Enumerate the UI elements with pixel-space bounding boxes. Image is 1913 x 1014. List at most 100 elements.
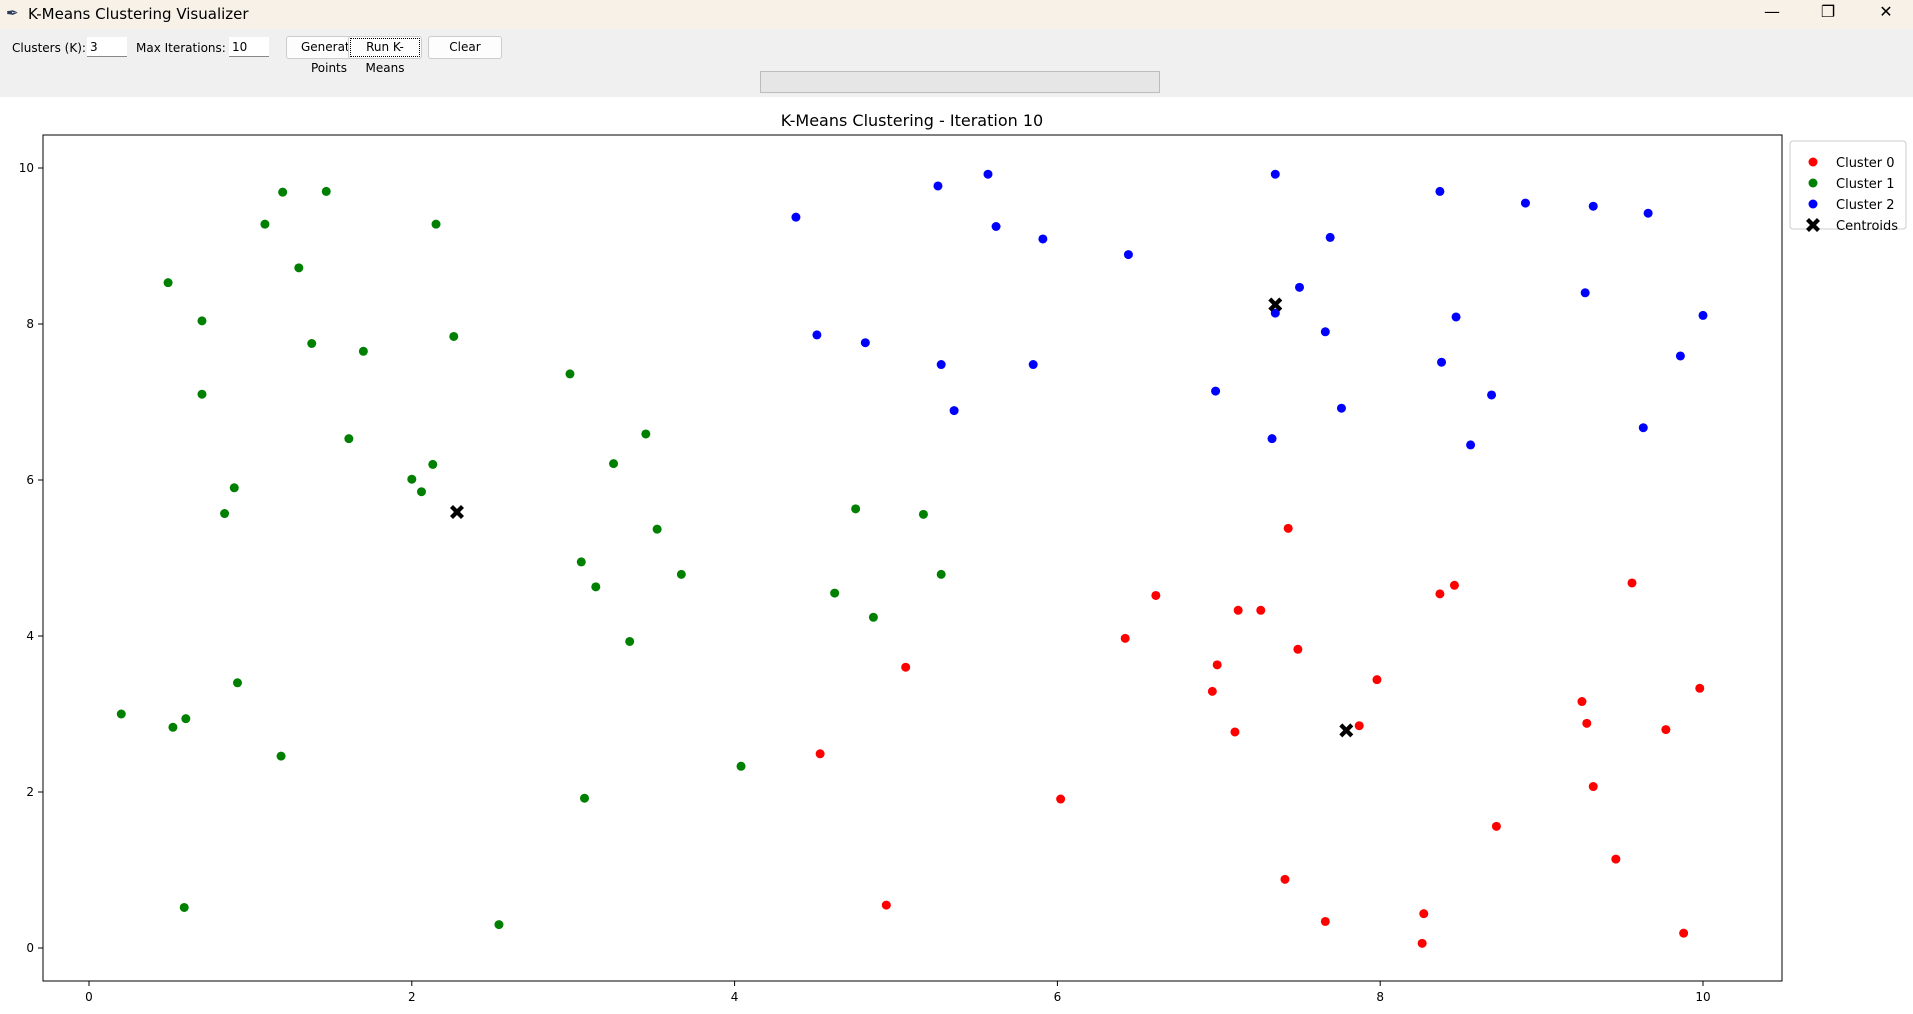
cluster-0-point	[1320, 916, 1330, 926]
cluster-2-point	[1211, 386, 1221, 396]
cluster-1-point	[576, 557, 586, 567]
cluster-0-point	[1293, 644, 1303, 654]
max-iterations-input[interactable]: 10	[229, 37, 269, 57]
cluster-1-point	[868, 612, 878, 622]
cluster-0-point	[1212, 660, 1222, 670]
cluster-1-point	[641, 429, 651, 439]
cluster-0-point	[1435, 589, 1445, 599]
y-tick-label: 2	[26, 785, 34, 799]
chart-title: K-Means Clustering - Iteration 10	[781, 111, 1043, 130]
cluster-2-point	[949, 406, 959, 416]
cluster-2-point	[933, 181, 943, 191]
cluster-1-point	[625, 636, 635, 646]
cluster-1-point	[163, 278, 173, 288]
cluster-2-point	[812, 330, 822, 340]
cluster-2-point	[991, 222, 1001, 231]
cluster-1-point	[428, 459, 438, 469]
cluster-2-point	[1638, 423, 1648, 433]
max-iterations-label: Max Iterations:	[136, 41, 226, 55]
cluster-0-point	[1230, 727, 1240, 737]
cluster-2-point	[1643, 208, 1653, 218]
cluster-1-point	[830, 588, 840, 598]
cluster-2-point	[1437, 357, 1447, 367]
cluster-1-point	[609, 459, 619, 469]
cluster-1-point	[851, 504, 861, 514]
cluster-1-point	[229, 483, 239, 493]
cluster-0-point	[1280, 874, 1290, 884]
centroid-marker	[449, 504, 464, 519]
cluster-1-point	[116, 709, 126, 719]
cluster-1-point	[168, 722, 178, 732]
cluster-1-point	[936, 569, 946, 579]
y-tick-label: 10	[19, 161, 34, 175]
centroid-marker	[1339, 723, 1354, 738]
cluster-2-point	[1698, 310, 1708, 320]
cluster-1-point	[307, 339, 317, 348]
x-tick-label: 4	[731, 990, 739, 1004]
cluster-2-point	[1588, 201, 1598, 211]
cluster-2-point	[791, 212, 801, 222]
cluster-2-point	[1320, 327, 1330, 337]
cluster-1-point	[736, 761, 746, 771]
cluster-1-point	[494, 920, 504, 930]
cluster-1-point	[220, 509, 230, 519]
cluster-1-point	[358, 346, 368, 356]
cluster-0-point	[1233, 605, 1243, 615]
cluster-0-point	[815, 749, 825, 759]
cluster-1-point	[579, 793, 589, 803]
legend-label: Cluster 0	[1836, 156, 1895, 171]
cluster-0-point	[1577, 697, 1587, 707]
cluster-0-point	[1588, 782, 1598, 792]
cluster-1-point	[449, 331, 459, 341]
x-tick-label: 8	[1376, 990, 1384, 1004]
cluster-1-point	[276, 751, 286, 761]
cluster-1-point	[260, 219, 270, 229]
cluster-1-point	[294, 263, 304, 273]
cluster-0-point	[881, 900, 891, 910]
cluster-0-point	[1627, 578, 1637, 588]
cluster-2-point	[1466, 440, 1476, 450]
toolbar: Clusters (K): 3 Max Iterations: 10 Gener…	[0, 29, 1913, 97]
progress-bar	[760, 71, 1160, 93]
cluster-1-point	[197, 389, 207, 399]
cluster-1-point	[344, 434, 354, 444]
x-tick-label: 0	[85, 990, 93, 1004]
legend-marker-2	[1808, 199, 1818, 209]
cluster-0-point	[1695, 683, 1705, 693]
restore-icon[interactable]: ❐	[1820, 2, 1836, 21]
cluster-2-point	[983, 169, 993, 179]
cluster-0-point	[1582, 718, 1592, 728]
run-kmeans-button[interactable]: Run K-Means	[348, 36, 422, 75]
x-tick-label: 2	[408, 990, 416, 1004]
cluster-2-point	[1038, 234, 1048, 244]
clusters-label: Clusters (K):	[12, 41, 86, 55]
cluster-1-point	[197, 316, 207, 326]
axes-frame	[42, 134, 1783, 982]
cluster-2-point	[1270, 308, 1280, 318]
cluster-1-point	[918, 509, 928, 519]
legend: Cluster 0 Cluster 1 Cluster 2 Centroids	[1789, 140, 1907, 234]
y-tick-label: 6	[26, 473, 34, 487]
legend-centroid-icon	[1806, 218, 1820, 232]
cluster-0-point	[1417, 938, 1427, 948]
clusters-input[interactable]: 3	[87, 37, 127, 57]
cluster-2-point	[1520, 198, 1530, 208]
cluster-0-point	[1256, 605, 1266, 615]
cluster-1-point	[321, 186, 331, 196]
close-icon[interactable]: ✕	[1879, 2, 1893, 21]
legend-label: Centroids	[1836, 219, 1898, 234]
cluster-2-point	[1451, 312, 1461, 322]
cluster-0-point	[1661, 725, 1671, 735]
x-tick-label: 6	[1054, 990, 1062, 1004]
cluster-0-point	[1283, 523, 1293, 533]
clear-button[interactable]: Clear	[428, 36, 502, 59]
cluster-1-point	[591, 582, 601, 592]
cluster-1-point	[416, 487, 426, 497]
legend-marker-1	[1808, 178, 1818, 188]
cluster-2-point	[860, 338, 870, 348]
cluster-2-point	[1295, 282, 1304, 292]
minimize-icon[interactable]: —	[1764, 2, 1780, 21]
cluster-2-point	[1325, 232, 1335, 242]
cluster-1-point	[232, 678, 242, 688]
cluster-0-point	[1372, 675, 1382, 685]
